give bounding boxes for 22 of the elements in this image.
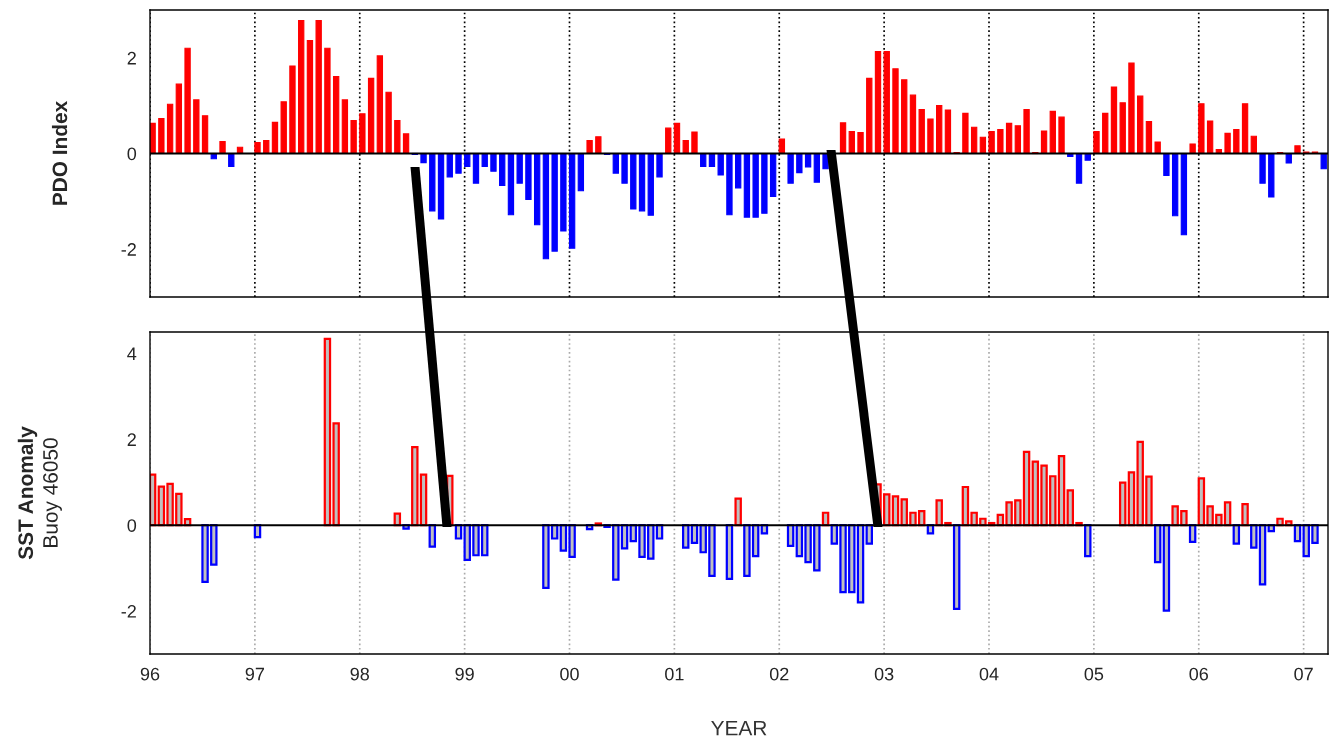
x-tick-label: 07	[1294, 667, 1313, 681]
x-tick-label: 05	[1084, 667, 1104, 681]
x-tick-label: 04	[979, 667, 999, 681]
y-tick-label: 2	[127, 51, 136, 65]
y-tick-label: 2	[127, 433, 136, 446]
x-tick-label: 00	[560, 667, 579, 681]
y-tick-label: 0	[127, 519, 137, 532]
y-tick-label: -2	[121, 243, 136, 256]
x-tick-label: 99	[455, 667, 474, 681]
x-tick-label: 01	[665, 667, 684, 681]
y-tick-label: 4	[127, 347, 137, 361]
y-axis-title: SST Anomaly Buoy 46050	[17, 426, 62, 560]
y-tick-label: 0	[127, 147, 137, 161]
x-tick-label: 98	[350, 667, 370, 681]
x-tick-label: 02	[769, 667, 789, 681]
y-tick-label: -2	[121, 605, 136, 618]
x-tick-label: 03	[874, 667, 894, 681]
x-tick-label: 96	[140, 667, 160, 681]
y-axis-title: PDO Index	[51, 100, 68, 205]
x-tick-label: 97	[245, 667, 265, 681]
x-tick-label: 06	[1189, 667, 1208, 681]
x-axis-title: YEAR	[711, 720, 767, 736]
